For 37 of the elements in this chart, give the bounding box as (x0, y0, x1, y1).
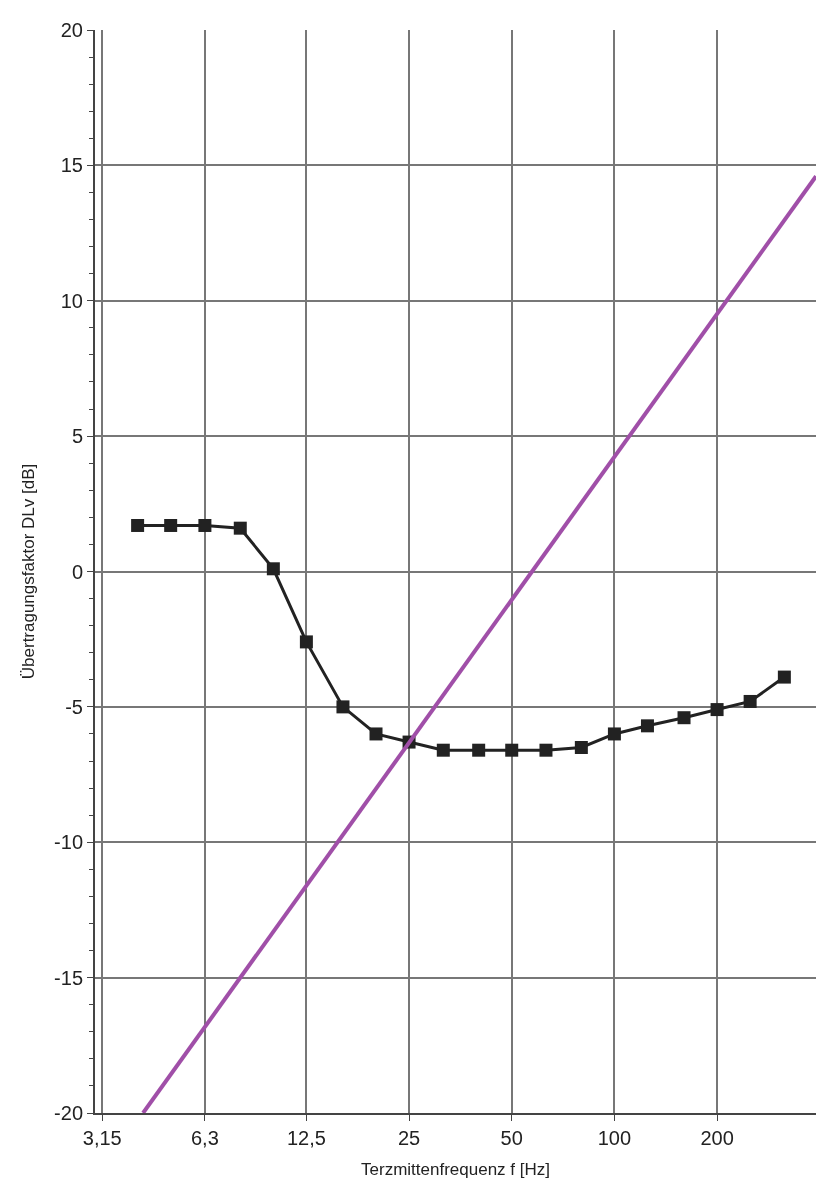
point (164, 518, 178, 532)
y-tick-label: 0 (71, 560, 83, 583)
y-tick-label: -5 (65, 695, 83, 718)
point (677, 711, 691, 725)
point (336, 700, 350, 714)
y-tick-label: 20 (60, 19, 83, 41)
point (436, 743, 450, 757)
point (198, 518, 212, 532)
y-tick-label: -20 (54, 1102, 83, 1124)
point (131, 518, 145, 532)
point (539, 743, 553, 757)
point (743, 694, 757, 708)
point (369, 727, 383, 741)
point (299, 635, 313, 649)
x-tick-label: 100 (597, 1127, 632, 1149)
y-tick-label: -10 (54, 831, 83, 854)
y-tick-label: 5 (71, 425, 83, 448)
point (266, 562, 280, 576)
x-tick-label: 200 (700, 1127, 734, 1149)
y-tick-label: -15 (54, 966, 83, 989)
y-tick-label: 15 (60, 154, 83, 177)
x-tick-label: 6,3 (190, 1127, 219, 1149)
x-tick-label: 12,5 (286, 1127, 326, 1149)
point (640, 719, 654, 733)
x-tick-label: 3,15 (82, 1127, 122, 1149)
point (710, 703, 724, 717)
x-tick-label: 25 (397, 1127, 421, 1149)
x-tick-label: 50 (500, 1127, 523, 1149)
point (472, 743, 486, 757)
point (233, 521, 247, 535)
point (505, 743, 519, 757)
y-axis-title: Übertragungsfaktor DLv [dB] (19, 463, 39, 680)
x-axis-title: Terzmittenfrequenz f [Hz] (361, 1159, 550, 1179)
point (777, 670, 791, 684)
point (607, 727, 621, 741)
y-tick-label: 10 (60, 289, 83, 312)
point (574, 740, 588, 754)
